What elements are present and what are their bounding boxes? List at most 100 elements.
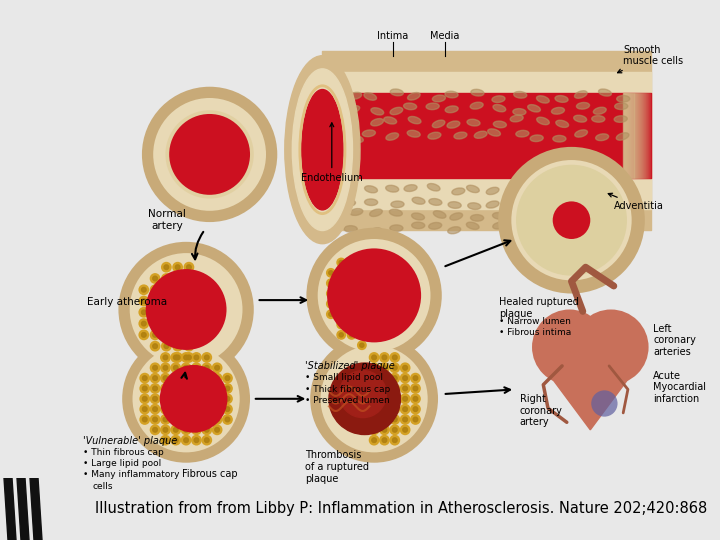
Circle shape bbox=[382, 407, 387, 411]
Ellipse shape bbox=[408, 117, 421, 124]
Circle shape bbox=[150, 308, 160, 317]
Circle shape bbox=[192, 425, 201, 435]
Circle shape bbox=[122, 335, 250, 463]
Circle shape bbox=[413, 386, 418, 391]
Circle shape bbox=[175, 265, 180, 269]
Circle shape bbox=[161, 374, 170, 383]
Circle shape bbox=[591, 390, 618, 417]
Circle shape bbox=[358, 330, 366, 339]
Circle shape bbox=[215, 386, 220, 391]
Ellipse shape bbox=[386, 185, 399, 192]
Circle shape bbox=[118, 242, 253, 377]
Circle shape bbox=[181, 384, 191, 393]
Circle shape bbox=[163, 396, 168, 401]
Ellipse shape bbox=[408, 92, 420, 100]
Circle shape bbox=[392, 428, 397, 432]
Ellipse shape bbox=[452, 188, 465, 195]
Circle shape bbox=[174, 407, 178, 411]
Circle shape bbox=[202, 363, 212, 373]
Circle shape bbox=[150, 285, 160, 294]
Circle shape bbox=[150, 341, 160, 351]
Circle shape bbox=[329, 292, 333, 295]
Circle shape bbox=[329, 271, 333, 275]
Circle shape bbox=[184, 366, 189, 370]
Circle shape bbox=[402, 396, 408, 401]
Ellipse shape bbox=[362, 130, 375, 137]
Circle shape bbox=[402, 376, 408, 381]
Circle shape bbox=[413, 407, 418, 411]
Ellipse shape bbox=[575, 130, 588, 137]
Ellipse shape bbox=[512, 200, 525, 207]
Circle shape bbox=[150, 330, 160, 340]
Circle shape bbox=[162, 319, 171, 328]
Ellipse shape bbox=[348, 92, 361, 99]
Circle shape bbox=[141, 299, 146, 303]
Text: • Small lipid pool: • Small lipid pool bbox=[305, 374, 384, 382]
Circle shape bbox=[337, 300, 346, 308]
Text: Acute
Myocardial
infarction: Acute Myocardial infarction bbox=[653, 370, 706, 404]
Ellipse shape bbox=[351, 136, 364, 143]
Circle shape bbox=[153, 407, 158, 411]
Ellipse shape bbox=[556, 120, 569, 127]
Circle shape bbox=[202, 384, 212, 393]
Circle shape bbox=[164, 310, 168, 315]
Text: Intima: Intima bbox=[377, 31, 408, 41]
Ellipse shape bbox=[596, 190, 609, 197]
Circle shape bbox=[150, 404, 160, 414]
Ellipse shape bbox=[493, 105, 505, 112]
Circle shape bbox=[215, 417, 220, 422]
Circle shape bbox=[181, 415, 191, 424]
Ellipse shape bbox=[322, 106, 335, 113]
Circle shape bbox=[162, 341, 171, 351]
Circle shape bbox=[174, 438, 178, 442]
Ellipse shape bbox=[616, 133, 629, 140]
Circle shape bbox=[327, 279, 335, 287]
Circle shape bbox=[181, 374, 191, 383]
Circle shape bbox=[153, 428, 158, 432]
Circle shape bbox=[202, 404, 212, 414]
Circle shape bbox=[372, 355, 377, 360]
Circle shape bbox=[163, 417, 168, 422]
Circle shape bbox=[215, 396, 220, 401]
Ellipse shape bbox=[390, 209, 402, 216]
Circle shape bbox=[347, 330, 356, 339]
Circle shape bbox=[369, 374, 379, 383]
Circle shape bbox=[212, 384, 222, 393]
Ellipse shape bbox=[364, 199, 378, 206]
Circle shape bbox=[327, 268, 335, 277]
Ellipse shape bbox=[553, 136, 566, 142]
Ellipse shape bbox=[347, 106, 360, 113]
Circle shape bbox=[150, 425, 160, 435]
Circle shape bbox=[139, 308, 148, 317]
Circle shape bbox=[171, 404, 181, 414]
Ellipse shape bbox=[492, 213, 505, 219]
Circle shape bbox=[175, 355, 180, 360]
Circle shape bbox=[186, 355, 192, 360]
Ellipse shape bbox=[595, 134, 608, 140]
Ellipse shape bbox=[390, 107, 402, 114]
Ellipse shape bbox=[369, 228, 382, 235]
Circle shape bbox=[204, 407, 209, 411]
Circle shape bbox=[153, 299, 158, 303]
Circle shape bbox=[339, 260, 343, 265]
Ellipse shape bbox=[619, 225, 632, 232]
Ellipse shape bbox=[330, 92, 343, 99]
Circle shape bbox=[171, 415, 181, 424]
Circle shape bbox=[153, 344, 158, 348]
Ellipse shape bbox=[492, 222, 505, 229]
Ellipse shape bbox=[510, 115, 523, 122]
Ellipse shape bbox=[445, 106, 458, 113]
Circle shape bbox=[140, 384, 150, 393]
Ellipse shape bbox=[576, 200, 588, 208]
Circle shape bbox=[173, 353, 182, 362]
Circle shape bbox=[162, 308, 171, 317]
Circle shape bbox=[339, 302, 343, 306]
Circle shape bbox=[150, 274, 160, 283]
Circle shape bbox=[339, 312, 343, 316]
Circle shape bbox=[186, 265, 192, 269]
Circle shape bbox=[153, 386, 158, 391]
Circle shape bbox=[360, 343, 364, 347]
Circle shape bbox=[400, 363, 410, 373]
Circle shape bbox=[184, 376, 189, 381]
Ellipse shape bbox=[371, 107, 384, 115]
